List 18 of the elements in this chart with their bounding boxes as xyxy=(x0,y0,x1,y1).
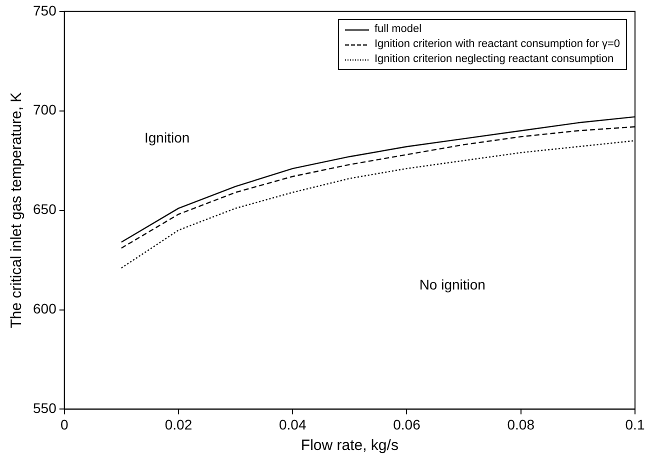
y-tick-label: 550 xyxy=(33,400,57,416)
x-tick-label: 0.06 xyxy=(393,416,421,432)
x-tick-label: 0.02 xyxy=(164,416,192,432)
x-tick-label: 0.08 xyxy=(507,416,535,432)
x-axis-title: Flow rate, kg/s xyxy=(300,437,398,454)
y-tick-label: 650 xyxy=(33,201,57,218)
legend-label: full model xyxy=(374,22,422,38)
x-tick-label: 0 xyxy=(60,416,68,432)
y-axis-title: The critical inlet gas temperature, K xyxy=(8,92,26,328)
y-tick-label: 750 xyxy=(33,2,57,18)
annotation: No ignition xyxy=(419,276,486,293)
legend-label: Ignition criterion neglecting reactant consumption xyxy=(374,52,614,68)
x-tick-label: 0.04 xyxy=(278,416,306,432)
y-tick-label: 600 xyxy=(33,300,57,317)
legend-label: Ignition criterion with reactant consumption for γ=0 xyxy=(374,37,620,52)
x-tick-label: 0.1 xyxy=(625,416,645,432)
annotation: Ignition xyxy=(144,130,190,146)
y-tick-label: 700 xyxy=(33,102,57,118)
